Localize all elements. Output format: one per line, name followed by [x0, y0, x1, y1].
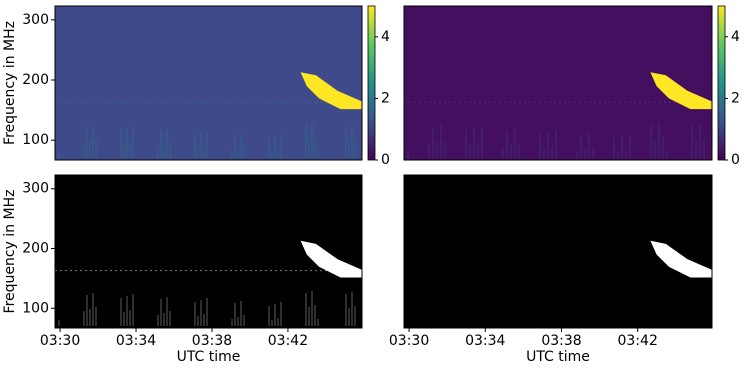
plot-frame	[403, 5, 713, 161]
burst	[650, 240, 712, 278]
colorbar-tick-label: 2	[381, 90, 390, 106]
colorbar-tick-label: 2	[731, 90, 740, 106]
x-tick-label: 03:34	[116, 333, 156, 349]
y-tick-label: 100	[22, 300, 49, 316]
plot-frame	[403, 174, 713, 329]
y-tick-label: 200	[22, 241, 49, 257]
colorbar	[717, 5, 726, 161]
colorbar-tick-label: 4	[381, 29, 390, 45]
y-axis-label: Frequency in MHz	[2, 21, 18, 145]
x-tick-label: 03:42	[268, 333, 308, 349]
colorbar-tick-label: 0	[731, 152, 740, 168]
y-axis-label: Frequency in MHz	[2, 190, 18, 314]
burst	[300, 240, 362, 278]
x-tick-label: 03:30	[389, 333, 429, 349]
x-tick-label: 03:38	[192, 333, 232, 349]
plot-frame	[54, 174, 363, 329]
y-tick-label: 100	[22, 132, 49, 148]
x-tick-label: 03:30	[40, 333, 80, 349]
plot-frame	[54, 5, 363, 161]
colorbar	[367, 5, 376, 161]
y-tick-label: 300	[22, 12, 49, 28]
x-tick-label: 03:38	[541, 333, 581, 349]
colorbar-tick-label: 0	[381, 152, 390, 168]
x-axis-label: UTC time	[526, 349, 590, 365]
colorbar-tick-label: 4	[731, 29, 740, 45]
y-tick-label: 200	[22, 72, 49, 88]
y-tick-label: 300	[22, 181, 49, 197]
x-tick-label: 03:34	[465, 333, 505, 349]
burst	[650, 72, 712, 110]
x-axis-label: UTC time	[177, 349, 241, 365]
x-tick-label: 03:42	[618, 333, 658, 349]
burst	[300, 72, 362, 110]
